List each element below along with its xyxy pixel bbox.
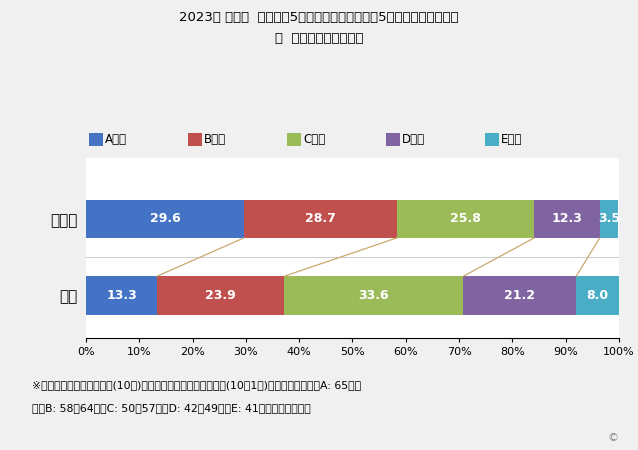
Text: 29.6: 29.6 <box>149 212 181 225</box>
Bar <box>397 200 534 238</box>
Text: 28.7: 28.7 <box>305 212 336 225</box>
Text: 上、B: 58～64点、C: 50～57点、D: 42～49点、E: 41点以下としている: 上、B: 58～64点、C: 50～57点、D: 42～49点、E: 41点以下… <box>32 403 311 413</box>
Bar <box>86 276 157 315</box>
Text: ※体力・運動能力総合評価(10歳)は新体力テストの項目別得点(10～1点)の合計によって、A: 65点以: ※体力・運動能力総合評価(10歳)は新体力テストの項目別得点(10～1点)の合計… <box>32 380 361 390</box>
Bar <box>534 200 600 238</box>
Text: D段階: D段階 <box>402 133 425 146</box>
Text: 13.3: 13.3 <box>106 289 137 302</box>
Text: 25.8: 25.8 <box>450 212 481 225</box>
Bar <box>576 276 619 315</box>
Bar <box>463 276 576 315</box>
Text: 21.2: 21.2 <box>504 289 535 302</box>
Text: 23.9: 23.9 <box>205 289 236 302</box>
Text: ～  全国平均との比較～: ～ 全国平均との比較～ <box>275 32 363 45</box>
Bar <box>157 276 285 315</box>
Bar <box>244 200 397 238</box>
Text: B段階: B段階 <box>204 133 226 146</box>
Text: 3.5: 3.5 <box>598 212 620 225</box>
Text: ©: © <box>608 433 619 443</box>
Bar <box>86 200 244 238</box>
Text: 33.6: 33.6 <box>359 289 389 302</box>
Text: C段階: C段階 <box>303 133 325 146</box>
Bar <box>285 276 463 315</box>
Text: 2023年 秋田県  女子小学5年生の体力運動能力の5段階評価による分布: 2023年 秋田県 女子小学5年生の体力運動能力の5段階評価による分布 <box>179 11 459 24</box>
Text: 8.0: 8.0 <box>586 289 609 302</box>
Text: E段階: E段階 <box>501 133 523 146</box>
Text: 12.3: 12.3 <box>551 212 582 225</box>
Text: A段階: A段階 <box>105 133 127 146</box>
Bar <box>600 200 618 238</box>
